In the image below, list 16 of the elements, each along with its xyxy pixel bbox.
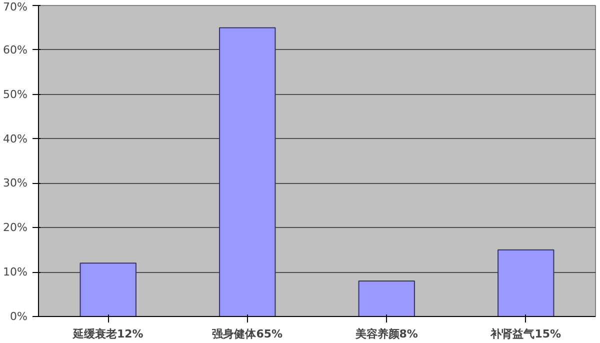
y-tick-label: 40% bbox=[3, 132, 28, 146]
x-tick-label: 补肾益气15% bbox=[490, 328, 562, 340]
y-tick-label: 50% bbox=[3, 88, 28, 101]
y-tick-label: 0% bbox=[10, 310, 28, 323]
y-tick-label: 30% bbox=[3, 176, 28, 190]
y-tick-label: 60% bbox=[3, 43, 28, 56]
x-tick-label: 美容养颜8% bbox=[354, 328, 418, 340]
bar bbox=[358, 280, 415, 316]
x-tick-label: 强身健体65% bbox=[212, 328, 283, 340]
y-tick-label: 70% bbox=[3, 0, 28, 14]
bar bbox=[498, 249, 554, 316]
bar bbox=[80, 262, 136, 316]
y-tick-label: 10% bbox=[3, 266, 28, 279]
bar bbox=[219, 27, 276, 316]
x-tick-label: 延缓衰老12% bbox=[72, 328, 144, 340]
y-tick-label: 20% bbox=[3, 221, 28, 234]
